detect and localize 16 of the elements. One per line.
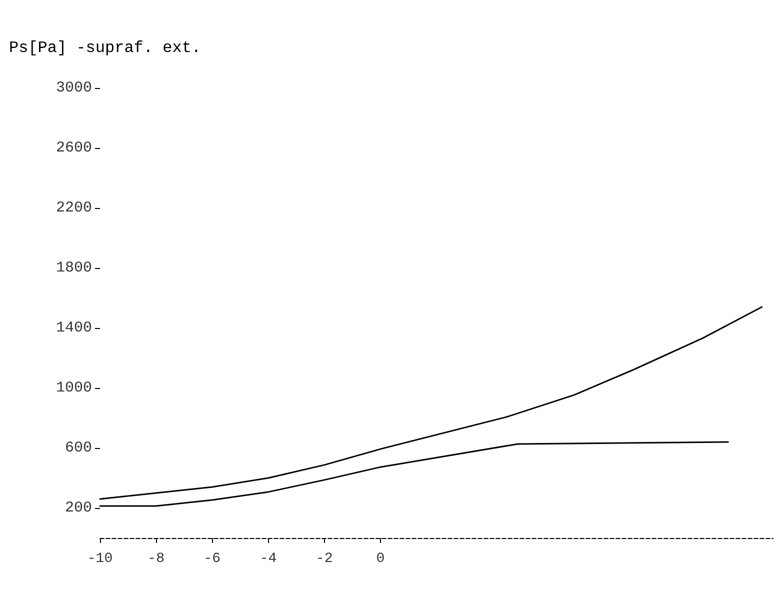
x-tick-label: 0 [376, 551, 385, 567]
y-tick-label: 1400 [56, 320, 92, 336]
x-tick-label: -2 [316, 551, 333, 567]
y-axis-title: Ps[Pa] -supraf. ext. [8, 39, 202, 57]
x-tick-label: -6 [204, 551, 221, 567]
y-tick-label: 1000 [56, 380, 92, 396]
y-tick-label: 2600 [56, 140, 92, 156]
y-tick-label: 600 [64, 440, 92, 456]
y-tick-label: 2200 [56, 200, 92, 216]
y-tick-label: 1800 [56, 260, 92, 276]
x-tick-label: -8 [148, 551, 164, 567]
line-series [99, 306, 763, 500]
y-tick-label: 3000 [56, 80, 92, 96]
x-tick-label: -10 [87, 551, 113, 567]
y-tick-label: 200 [64, 500, 92, 516]
x-tick-label: -4 [260, 551, 277, 567]
